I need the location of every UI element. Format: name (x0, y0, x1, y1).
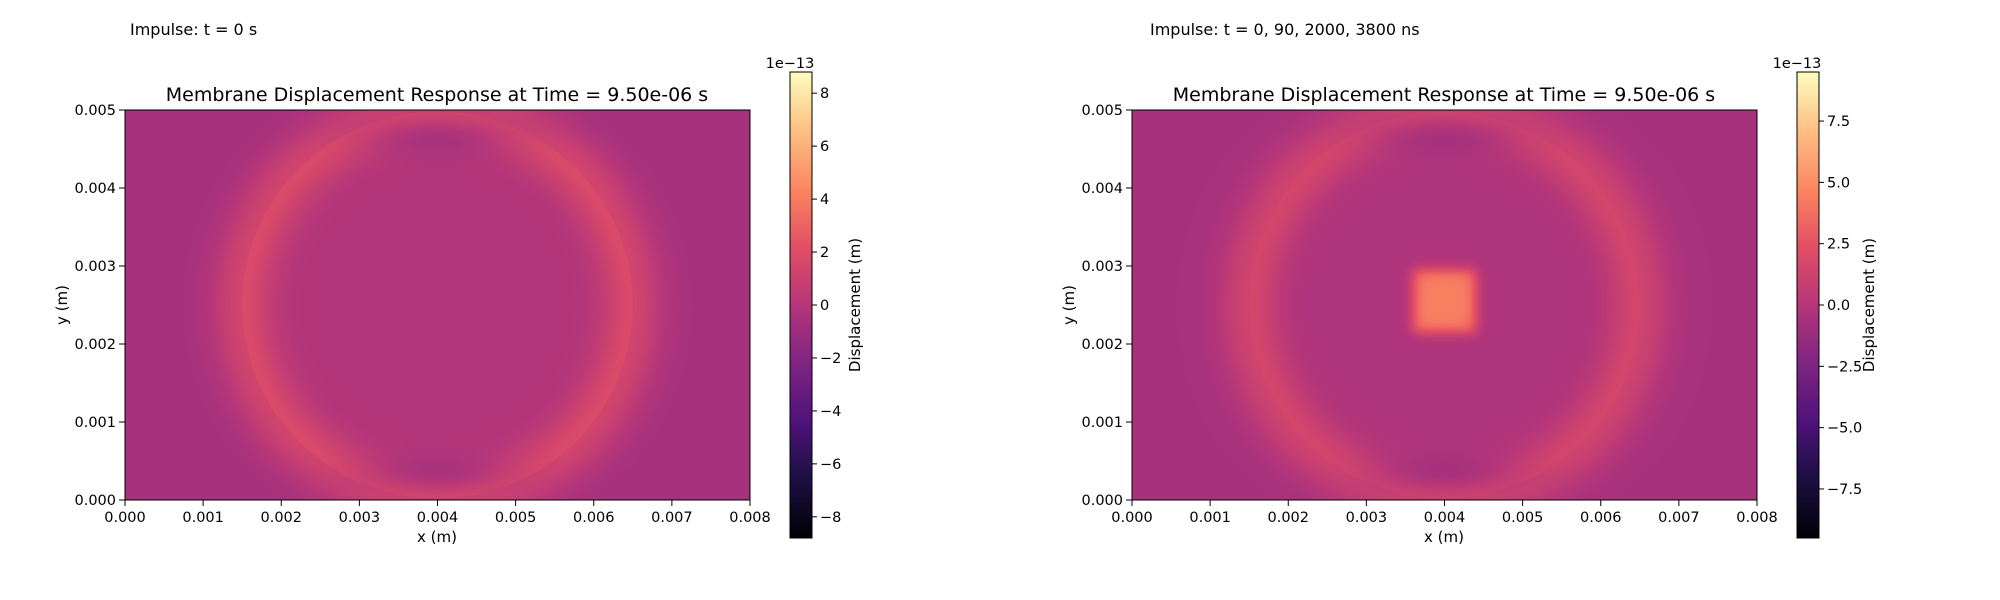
colorbar-tick-label: −6 (820, 457, 841, 473)
panel-1-y-label: y (m) (53, 285, 71, 325)
x-tick-label: 0.004 (1424, 510, 1466, 526)
colorbar-tick-label: 0.0 (1827, 298, 1850, 314)
colorbar-tick-label: −2 (820, 351, 841, 367)
x-tick-label: 0.008 (1736, 510, 1778, 526)
y-tick-label: 0.003 (1081, 259, 1123, 275)
x-tick-label: 0.000 (1111, 510, 1153, 526)
panel-2-y-label: y (m) (1060, 285, 1078, 325)
panel-1: Impulse: t = 0 s Membrane Displacement R… (53, 20, 864, 546)
colorbar-tick-label: −4 (820, 404, 841, 420)
panel-2-x-label: x (m) (1424, 528, 1464, 546)
panel-2-colorbar-exponent: 1e−13 (1773, 56, 1822, 72)
colorbar-tick-label: 2 (820, 245, 829, 261)
x-tick-label: 0.005 (495, 510, 537, 526)
panel-1-label: Impulse: t = 0 s (130, 20, 257, 39)
panel-1-colorbar-label: Displacement (m) (846, 238, 864, 372)
x-tick-label: 0.001 (182, 510, 224, 526)
x-tick-label: 0.000 (104, 510, 146, 526)
colorbar-tick-label: 7.5 (1827, 114, 1850, 130)
panel-2-colorbar-label: Displacement (m) (1860, 238, 1878, 372)
y-tick-label: 0.002 (74, 337, 116, 353)
y-tick-label: 0.001 (74, 415, 116, 431)
x-tick-label: 0.006 (573, 510, 615, 526)
y-tick-label: 0.000 (1081, 493, 1123, 509)
x-tick-label: 0.005 (1502, 510, 1544, 526)
panel-2-colorbar (1796, 71, 1820, 539)
colorbar-tick-label: −7.5 (1827, 482, 1862, 498)
colorbar-tick-label: 5.0 (1827, 175, 1850, 191)
y-tick-label: 0.003 (74, 259, 116, 275)
y-tick-label: 0.005 (1081, 103, 1123, 119)
colorbar-tick-label: −5.0 (1827, 421, 1862, 437)
x-tick-label: 0.003 (339, 510, 381, 526)
x-tick-label: 0.007 (651, 510, 693, 526)
x-tick-label: 0.002 (1267, 510, 1309, 526)
y-tick-label: 0.000 (74, 493, 116, 509)
panel-1-colorbar-ticks: −8 −6 −4 −2 0 2 4 6 8 (812, 86, 841, 526)
x-tick-label: 0.008 (729, 510, 771, 526)
y-tick-label: 0.002 (1081, 337, 1123, 353)
panel-1-heatmap-frame (125, 110, 750, 500)
panel-2-x-ticks: 0.000 0.001 0.002 0.003 0.004 0.005 0.006 0.007… (1111, 500, 1778, 526)
colorbar-tick-label: 0 (820, 298, 829, 314)
panel-2-title: Membrane Displacement Response at Time =… (1173, 84, 1715, 106)
panel-2-colorbar-ticks: −7.5 −5.0 −2.5 0.0 2.5 5.0 7.5 (1819, 114, 1862, 498)
y-tick-label: 0.004 (1081, 181, 1123, 197)
x-tick-label: 0.003 (1346, 510, 1388, 526)
panel-2: Impulse: t = 0, 90, 2000, 3800 ns Membra… (1060, 20, 1878, 546)
x-tick-label: 0.006 (1580, 510, 1622, 526)
colorbar-tick-label: 6 (820, 139, 829, 155)
panel-1-heatmap (125, 110, 750, 500)
panel-2-y-ticks: 0.000 0.001 0.002 0.003 0.004 0.005 (1081, 103, 1132, 509)
y-tick-label: 0.004 (74, 181, 116, 197)
panel-1-colorbar (789, 71, 813, 539)
panel-2-label: Impulse: t = 0, 90, 2000, 3800 ns (1150, 20, 1420, 39)
panel-2-heatmap-frame (1132, 110, 1757, 500)
panel-1-title: Membrane Displacement Response at Time =… (166, 84, 708, 106)
x-tick-label: 0.004 (417, 510, 459, 526)
colorbar-tick-label: 4 (820, 192, 829, 208)
x-tick-label: 0.007 (1658, 510, 1700, 526)
colorbar-tick-label: 8 (820, 86, 829, 102)
y-tick-label: 0.001 (1081, 415, 1123, 431)
colorbar-tick-label: −2.5 (1827, 359, 1862, 375)
x-tick-label: 0.002 (260, 510, 302, 526)
panel-1-x-label: x (m) (417, 528, 457, 546)
colorbar-tick-label: −8 (820, 510, 841, 526)
y-tick-label: 0.005 (74, 103, 116, 119)
panel-1-x-ticks: 0.000 0.001 0.002 0.003 0.004 0.005 0.006 0.007… (104, 500, 771, 526)
panel-2-heatmap (1132, 110, 1757, 500)
x-tick-label: 0.001 (1189, 510, 1231, 526)
panel-1-y-ticks: 0.000 0.001 0.002 0.003 0.004 0.005 (74, 103, 125, 509)
panel-1-colorbar-exponent: 1e−13 (766, 56, 815, 72)
colorbar-tick-label: 2.5 (1827, 237, 1850, 253)
